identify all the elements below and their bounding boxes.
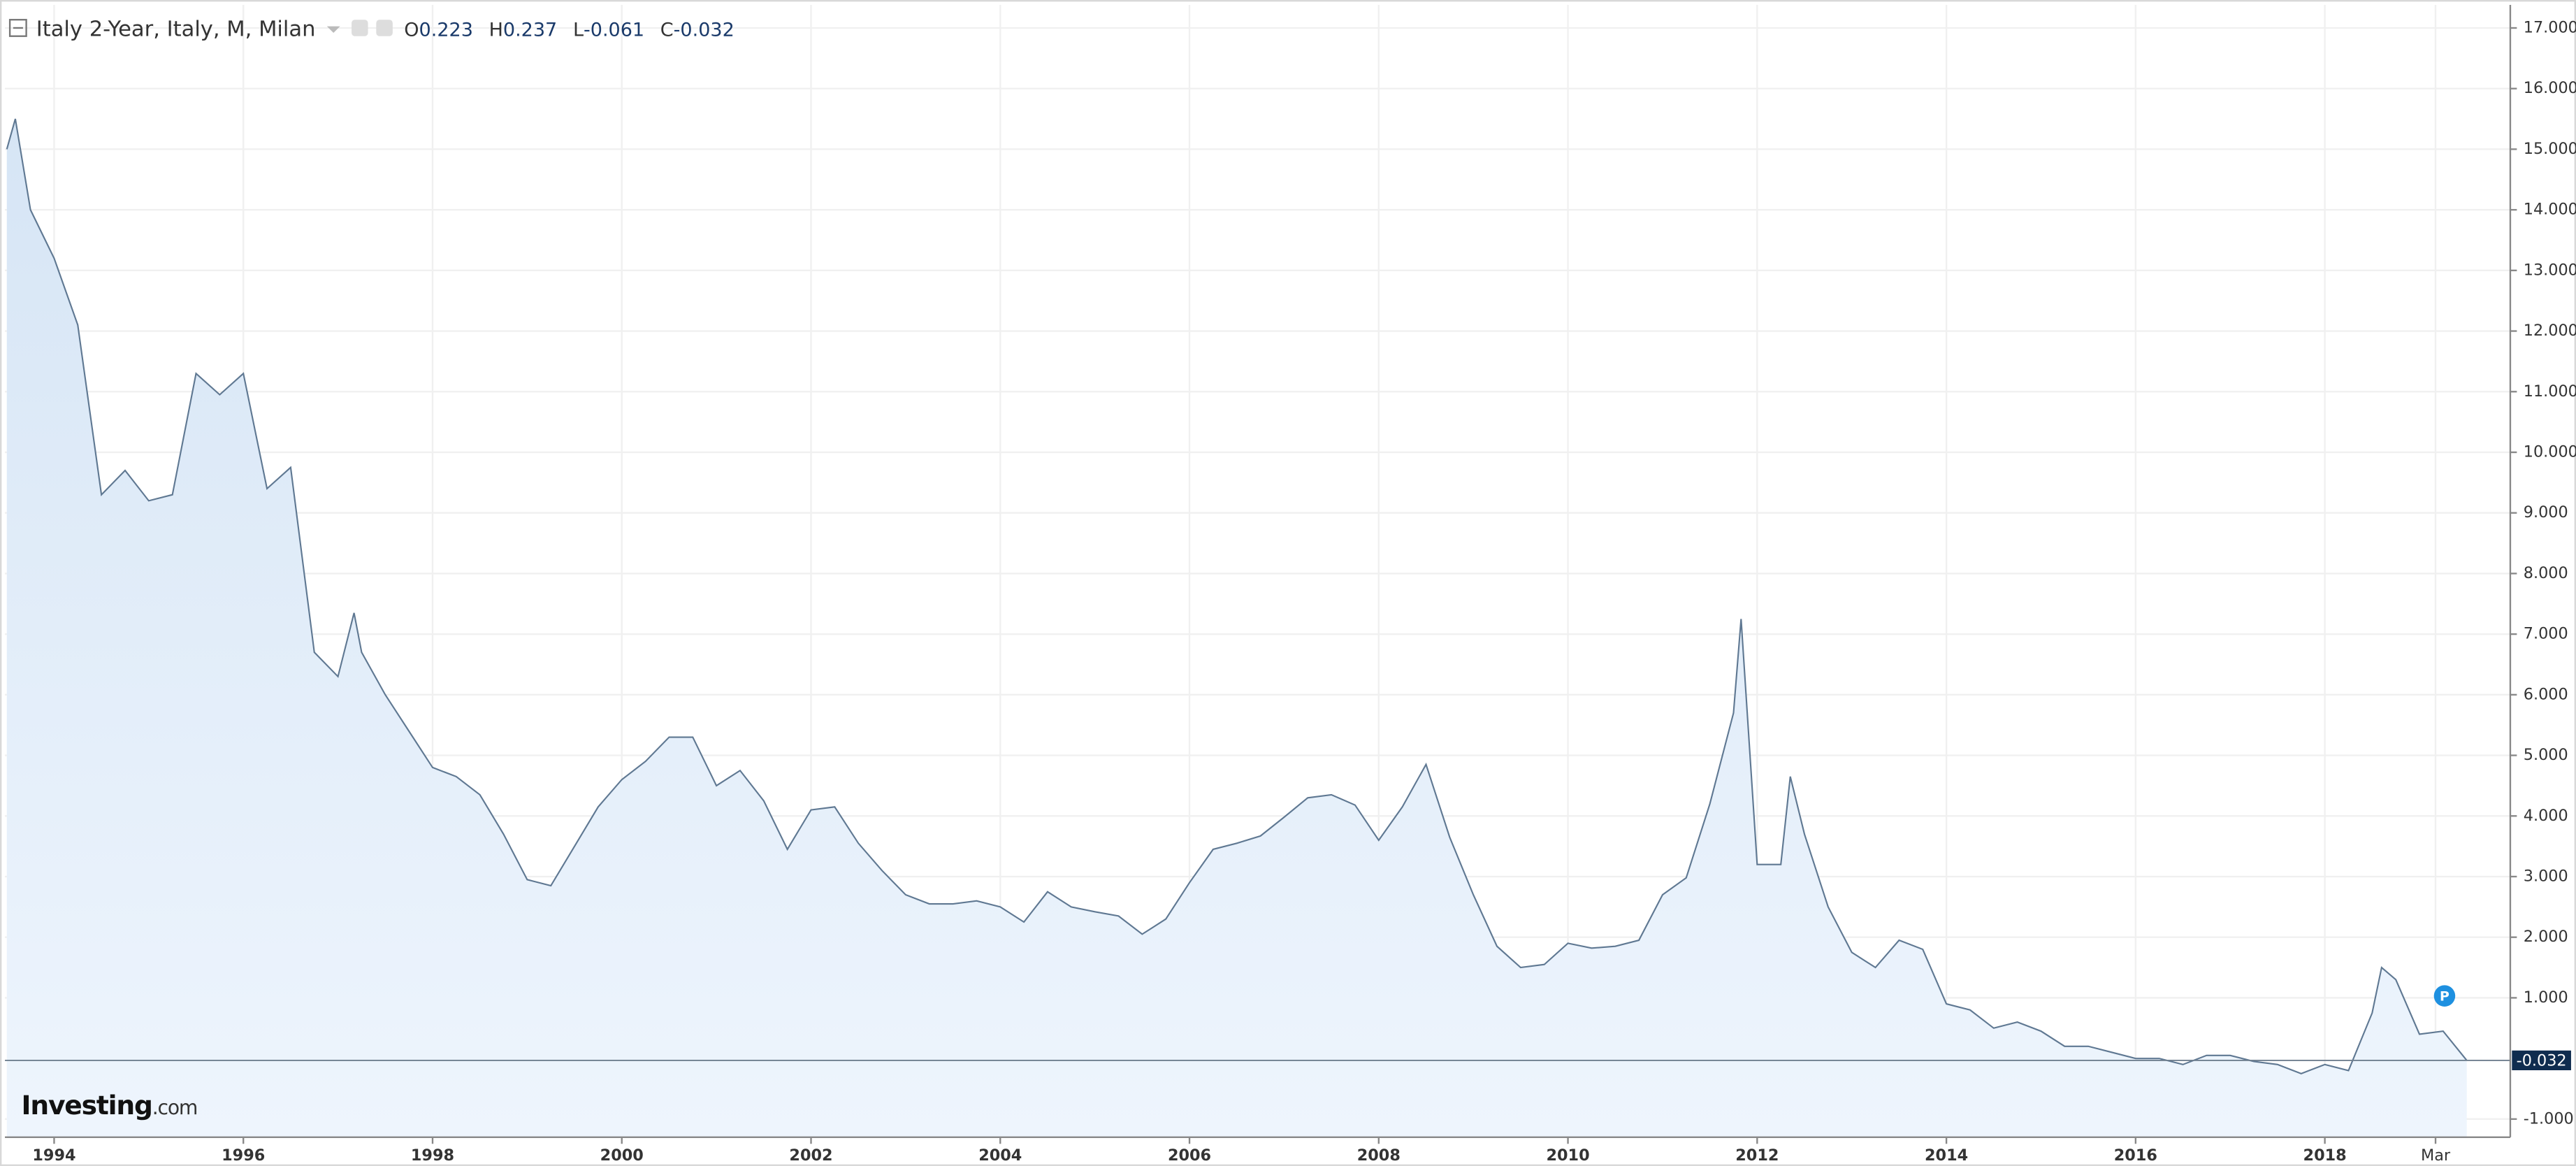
area-fill — [6, 119, 2467, 1137]
ohlc-label: C — [660, 20, 674, 41]
last-value-tag — [2512, 1050, 2571, 1071]
settings-icon[interactable] — [352, 20, 368, 36]
ohlc-value: 0.237 — [503, 20, 557, 41]
x-tick-label: 2016 — [2114, 1146, 2157, 1165]
ohlc-value: -0.032 — [674, 20, 735, 41]
y-tick-label: 7.000 — [2524, 625, 2568, 643]
ohlc-value: 0.223 — [419, 20, 473, 41]
logo-main: Investing — [22, 1090, 152, 1121]
x-tick-label: 2010 — [1546, 1146, 1589, 1165]
y-tick-label: 12.000 — [2524, 322, 2576, 340]
last-value-label: -0.032 — [2517, 1052, 2567, 1070]
badge — [2433, 985, 2456, 1007]
y-tick-label: 6.000 — [2524, 685, 2568, 703]
close-icon[interactable] — [376, 20, 393, 36]
x-tick-label: 2018 — [2303, 1146, 2347, 1165]
x-tick-label: 2014 — [1925, 1146, 1968, 1165]
y-tick-label: 11.000 — [2524, 382, 2576, 401]
y-tick-label: 4.000 — [2524, 807, 2568, 825]
y-tick-label: 5.000 — [2524, 746, 2568, 764]
ohlc-label: O — [404, 20, 419, 41]
x-tick-label: Mar — [2421, 1146, 2451, 1165]
plot: P — [5, 118, 2510, 1137]
y-tick-label: 2.000 — [2524, 928, 2568, 946]
y-tick-label: 14.000 — [2524, 201, 2576, 219]
ohlc-label: H — [489, 20, 503, 41]
x-tick-label: 1994 — [32, 1146, 75, 1165]
x-tick-label: 1998 — [411, 1146, 454, 1165]
x-tick-label: 2004 — [978, 1146, 1022, 1165]
chart-title: Italy 2-Year, Italy, M, Milan — [36, 17, 316, 42]
y-tick-label: 13.000 — [2524, 261, 2576, 279]
y-tick-label: 3.000 — [2524, 867, 2568, 885]
ohlc-label: L — [573, 20, 584, 41]
collapse-icon[interactable] — [8, 19, 27, 37]
y-tick-label: 9.000 — [2524, 503, 2568, 521]
y-tick-label: 15.000 — [2524, 140, 2576, 158]
ohlc: O0.223 H0.237 L-0.061 C-0.032 — [404, 20, 734, 41]
x-tick-label: 2008 — [1357, 1146, 1401, 1165]
x-tick-label: 2000 — [600, 1146, 644, 1165]
y-tick-label: -1.000 — [2524, 1109, 2574, 1128]
y-tick-label: 16.000 — [2524, 79, 2576, 97]
y-tick-label: 1.000 — [2524, 988, 2568, 1007]
x-tick-label: 2002 — [789, 1146, 832, 1165]
line — [6, 118, 2468, 1074]
ohlc-value: -0.061 — [584, 20, 644, 41]
logo: Investing.com — [22, 1090, 198, 1121]
y-tick-label: 10.000 — [2524, 442, 2576, 461]
axes: -1.000 1.000 2.000 3.000 4.000 5.000 6.000 7.00… — [32, 19, 2576, 1165]
badge-label: P — [2440, 989, 2450, 1004]
x-tick-label: 1996 — [222, 1146, 265, 1165]
y-tick-label: 8.000 — [2524, 564, 2568, 582]
logo-suffix: .com — [152, 1096, 197, 1119]
x-tick-label: 2012 — [1735, 1146, 1779, 1165]
x-tick-label: 2006 — [1168, 1146, 1211, 1165]
y-tick-label: 17.000 — [2524, 19, 2576, 37]
dropdown-icon[interactable] — [326, 26, 340, 34]
